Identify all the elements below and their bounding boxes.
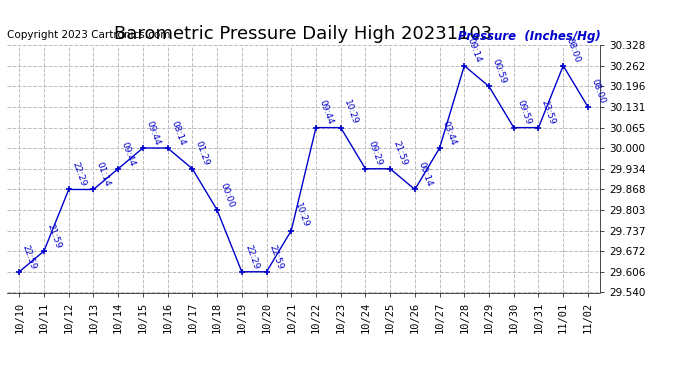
Text: 01:14: 01:14 — [95, 161, 112, 188]
Text: Copyright 2023 Cartronics.com: Copyright 2023 Cartronics.com — [7, 30, 170, 40]
Text: 21:59: 21:59 — [46, 222, 63, 250]
Text: 22:29: 22:29 — [70, 161, 87, 188]
Text: 22:59: 22:59 — [21, 243, 38, 270]
Text: 09:44: 09:44 — [144, 120, 161, 147]
Text: 22:29: 22:29 — [243, 243, 260, 270]
Text: 08:14: 08:14 — [169, 119, 186, 147]
Text: 10:29: 10:29 — [293, 202, 310, 229]
Text: 00:59: 00:59 — [491, 58, 508, 85]
Text: 09:29: 09:29 — [367, 140, 384, 167]
Text: 08:00: 08:00 — [589, 78, 607, 105]
Text: 09:59: 09:59 — [515, 99, 533, 126]
Text: 09:14: 09:14 — [466, 37, 483, 64]
Text: 08:00: 08:00 — [564, 37, 582, 64]
Text: 21:59: 21:59 — [391, 140, 408, 167]
Text: 22:59: 22:59 — [268, 243, 285, 270]
Text: 09:44: 09:44 — [119, 140, 137, 167]
Text: 00:14: 00:14 — [416, 161, 433, 188]
Text: 01:29: 01:29 — [194, 140, 211, 167]
Text: 10:29: 10:29 — [342, 99, 359, 126]
Text: Pressure  (Inches/Hg): Pressure (Inches/Hg) — [457, 30, 600, 43]
Title: Barometric Pressure Daily High 20231103: Barometric Pressure Daily High 20231103 — [115, 26, 493, 44]
Text: 00:00: 00:00 — [219, 181, 236, 209]
Text: 03:44: 03:44 — [441, 120, 458, 147]
Text: 23:59: 23:59 — [540, 99, 557, 126]
Text: 09:44: 09:44 — [317, 99, 335, 126]
